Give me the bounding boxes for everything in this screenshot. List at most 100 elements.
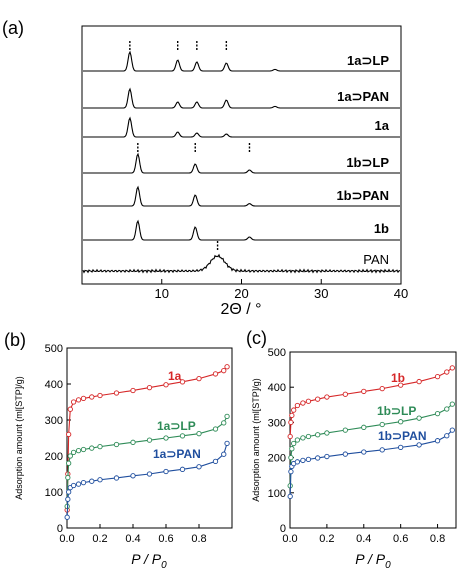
data-point	[89, 445, 95, 451]
x-tick-label: 0.0	[282, 533, 297, 545]
x-tick-label: 0.0	[59, 533, 74, 545]
trace-label: 1b⊃LP	[346, 155, 389, 170]
data-point	[179, 433, 186, 439]
data-point	[294, 459, 301, 465]
trace-label: PAN	[363, 252, 389, 267]
data-point	[449, 401, 455, 407]
trace-label: 1b⊃PAN	[336, 188, 389, 203]
panel-c: (c) 0.0 0.2 0.4 0.6 0.8 0 100 200 300 400 500 Adso…	[246, 328, 457, 571]
data-point	[66, 489, 72, 495]
y-tick-label: 200	[268, 453, 286, 465]
data-point	[291, 407, 297, 413]
data-point	[300, 435, 306, 441]
x-tick-label: 0.8	[191, 533, 206, 545]
y-tick-label: 100	[268, 488, 286, 500]
panel-a-traces	[82, 50, 401, 274]
x-tick-label: 30	[314, 286, 328, 301]
data-point	[361, 424, 367, 430]
xrd-trace	[83, 87, 400, 109]
data-point	[163, 382, 169, 388]
xrd-trace	[83, 152, 400, 174]
panel-b-ticks: 0.0 0.2 0.4 0.6 0.8 0 100 200 300 400 500	[45, 343, 207, 545]
panel-c-frame	[289, 351, 457, 529]
x-tick-label: 20	[234, 286, 248, 301]
series-label: 1b	[391, 371, 405, 385]
x-tick-label: 0.2	[319, 533, 334, 545]
data-point	[113, 475, 120, 481]
panel-c-series-labels: 1b 1b⊃LP 1b⊃PAN	[377, 371, 427, 443]
data-point	[434, 438, 441, 444]
data-point	[416, 378, 422, 385]
data-point	[288, 454, 294, 461]
x-tick-label: 0.8	[430, 533, 445, 545]
trace-label: 1a⊃PAN	[337, 89, 389, 104]
data-point	[379, 447, 385, 453]
data-point	[449, 427, 455, 433]
isotherm-line	[289, 429, 453, 497]
data-point	[67, 406, 73, 412]
panel-a-x-axis-label: 2Θ / °	[220, 301, 261, 318]
y-tick-label: 400	[45, 379, 63, 391]
data-point	[97, 392, 103, 399]
series-label: 1b⊃LP	[377, 404, 416, 418]
y-tick-label: 500	[268, 347, 286, 359]
y-tick-label: 500	[45, 343, 63, 355]
data-point	[196, 464, 202, 470]
panel-a-trace-labels: 1a⊃LP 1a⊃PAN 1a 1b⊃LP 1b⊃PAN 1b PAN	[336, 53, 389, 267]
series-label: 1a⊃PAN	[153, 447, 201, 461]
data-point	[196, 431, 202, 437]
data-point	[294, 402, 301, 409]
isotherm-line	[66, 366, 228, 511]
data-point	[361, 449, 367, 455]
data-point	[212, 371, 219, 377]
data-point	[416, 415, 422, 421]
data-point	[444, 406, 450, 412]
panel-a: (a) 10 20 30 40 1a⊃LP 1a⊃PAN 1a 1b⊃LP 1b⊃PAN 1b P…	[2, 18, 408, 318]
panel-c-y-axis-label: Adsorption amount (ml[STP]/g)	[251, 378, 261, 502]
panel-c-x-axis-label: P / P0	[355, 551, 391, 571]
panel-a-label: (a)	[2, 18, 24, 38]
data-point	[146, 471, 153, 477]
data-point	[66, 460, 72, 466]
panel-a-peak-markers	[129, 41, 251, 250]
data-point	[305, 433, 312, 440]
data-point	[212, 426, 219, 432]
data-point	[179, 379, 186, 385]
data-point	[324, 430, 330, 436]
y-tick-label: 300	[268, 417, 286, 429]
x-tick-label: 0.6	[158, 533, 173, 545]
y-tick-label: 100	[45, 487, 63, 499]
xrd-trace	[83, 50, 400, 72]
panel-b-frame	[66, 347, 233, 529]
panel-a-x-ticks: 10 20 30 40	[155, 279, 408, 301]
data-point	[70, 449, 77, 456]
x-tick-label: 0.4	[125, 533, 140, 545]
panel-b-series	[64, 364, 230, 520]
data-point	[221, 368, 227, 374]
data-point	[97, 477, 103, 483]
data-point	[221, 420, 227, 426]
data-point	[294, 437, 301, 443]
data-point	[324, 394, 330, 400]
panel-c-label: (c)	[246, 328, 267, 348]
series-label: 1a	[168, 369, 182, 383]
xrd-trace	[83, 116, 400, 138]
x-tick-label: 40	[394, 286, 408, 301]
data-point	[130, 387, 136, 394]
data-point	[80, 395, 87, 402]
data-point	[361, 388, 367, 395]
data-point	[434, 410, 441, 417]
data-point	[130, 439, 136, 445]
data-point	[89, 478, 95, 484]
data-point	[398, 382, 404, 388]
data-point	[212, 458, 219, 465]
trace-label: 1a	[375, 118, 390, 133]
data-point	[146, 437, 153, 443]
data-point	[163, 468, 169, 475]
data-point	[305, 456, 312, 463]
data-point	[221, 451, 227, 457]
data-point	[289, 412, 295, 419]
data-point	[75, 397, 82, 403]
data-point	[70, 482, 77, 489]
